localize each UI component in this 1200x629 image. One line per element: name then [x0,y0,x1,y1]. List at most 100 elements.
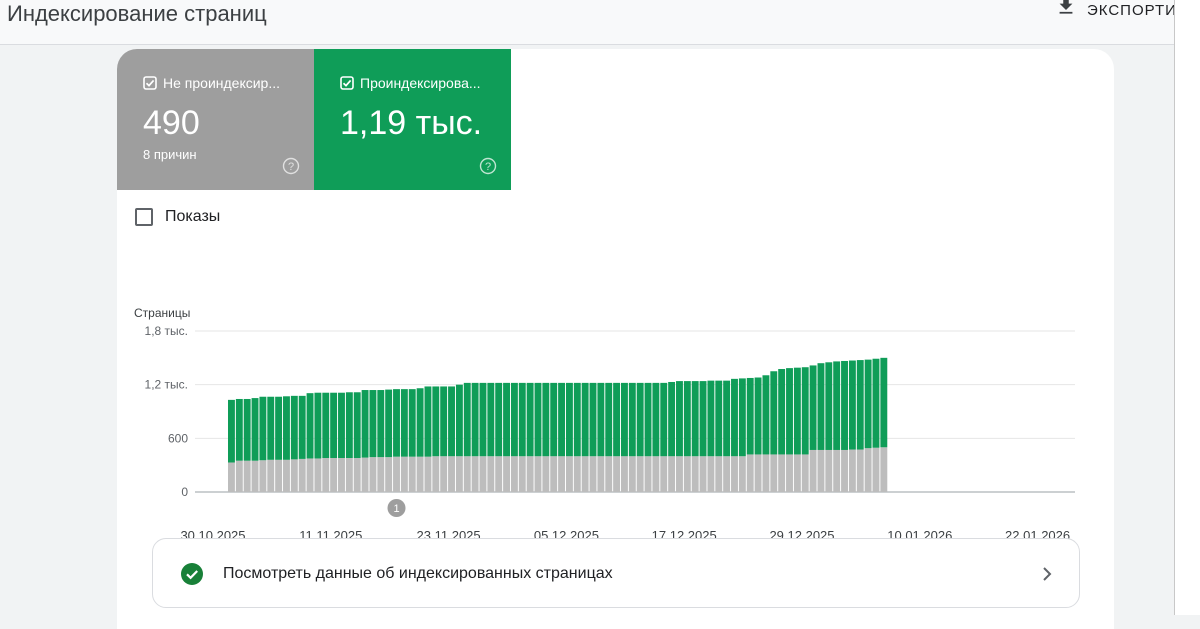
bar-not-indexed [393,456,400,492]
bar-not-indexed [534,456,542,492]
bar-not-indexed [503,456,510,492]
indexed-tile[interactable]: Проиндексирова... 1,19 тыс. ? [314,49,511,190]
bar-indexed [801,367,809,455]
bar-indexed [825,362,833,450]
bar-indexed [668,381,676,457]
bar-not-indexed [385,457,393,492]
bar-indexed [275,396,283,460]
bar-indexed [400,389,408,457]
bar-not-indexed [361,457,369,492]
bar-indexed [455,384,463,457]
bar-not-indexed [353,458,361,492]
bar-indexed [565,382,573,457]
bar-indexed [660,382,668,457]
bar-indexed [628,382,636,457]
bar-not-indexed [723,456,731,492]
svg-text:?: ? [485,161,491,173]
bar-not-indexed [235,460,243,492]
bar-not-indexed [448,456,455,492]
bar-not-indexed [455,456,463,492]
bar-not-indexed [691,456,699,492]
bar-not-indexed [526,456,534,492]
bar-not-indexed [683,456,691,492]
bar-not-indexed [731,456,738,492]
bar-not-indexed [243,460,251,492]
bar-indexed [723,380,731,457]
not-indexed-value: 490 [143,104,200,142]
bar-indexed [676,381,683,457]
bar-indexed [841,360,848,450]
bar-not-indexed [715,456,723,492]
bar-indexed [283,396,290,460]
indexed-value: 1,19 тыс. [340,104,483,142]
bar-indexed [856,360,864,450]
bar-indexed [526,382,534,457]
bar-indexed [746,377,754,455]
impressions-label: Показы [165,208,221,225]
bar-not-indexed [778,454,786,492]
bar-indexed [471,382,479,457]
header-bar: Индексирование страниц ЭКСПОРТИ [0,0,1177,45]
bar-not-indexed [369,457,377,492]
chevron-right-icon [1043,567,1052,581]
bar-indexed [408,389,416,457]
bar-not-indexed [597,456,605,492]
indexed-label: Проиндексирова... [360,75,481,91]
check-circle-icon [181,563,203,585]
bar-not-indexed [463,456,471,492]
bar-indexed [786,368,793,455]
bar-indexed [848,360,856,450]
y-tick-label: 0 [181,485,188,499]
y-axis-title: Страницы [134,306,190,320]
bar-not-indexed [471,456,479,492]
window-edge [1174,0,1200,615]
bar-indexed [754,377,762,455]
bar-indexed [228,399,235,463]
checkbox-checked-icon[interactable] [143,76,157,90]
checkbox-checked-icon[interactable] [340,76,354,90]
bar-not-indexed [290,459,298,492]
bar-indexed [605,382,613,457]
bar-indexed [809,365,817,450]
view-indexed-pages-link[interactable]: Посмотреть данные об индексированных стр… [152,538,1080,608]
bar-not-indexed [228,462,235,492]
not-indexed-tile[interactable]: Не проиндексир... 490 8 причин ? [117,49,314,190]
bar-not-indexed [660,456,668,492]
bar-indexed [833,361,841,450]
page-title: Индексирование страниц [7,1,267,26]
bar-indexed [699,381,707,457]
y-tick-label: 600 [168,431,188,445]
bar-indexed [738,378,746,457]
bar-indexed [683,381,691,457]
bar-not-indexed [510,456,518,492]
help-icon[interactable]: ? [479,157,497,175]
download-icon [1059,0,1073,14]
bar-not-indexed [432,456,440,492]
bar-indexed [793,367,801,455]
bar-not-indexed [848,449,856,492]
export-button[interactable]: ЭКСПОРТИ [1055,0,1177,20]
impressions-checkbox[interactable] [135,208,153,226]
bar-not-indexed [699,456,707,492]
bar-not-indexed [275,459,283,492]
bar-not-indexed [424,456,432,492]
bar-indexed [770,371,778,455]
bar-not-indexed [573,456,581,492]
bar-not-indexed [487,456,495,492]
bar-not-indexed [770,454,778,492]
bar-indexed [597,382,605,457]
bar-indexed [479,382,487,457]
bar-indexed [731,378,738,457]
bar-not-indexed [872,447,880,492]
bar-not-indexed [408,456,416,492]
bar-not-indexed [762,454,770,492]
bar-indexed [495,382,503,457]
bar-not-indexed [377,457,385,492]
y-tick-label: 1,2 тыс. [145,378,188,392]
bar-not-indexed [786,454,793,492]
not-indexed-reasons: 8 причин [143,147,197,162]
help-icon[interactable]: ? [282,157,300,175]
impressions-toggle[interactable]: Показы [135,208,220,226]
bar-indexed [691,381,699,457]
bar-not-indexed [613,456,621,492]
